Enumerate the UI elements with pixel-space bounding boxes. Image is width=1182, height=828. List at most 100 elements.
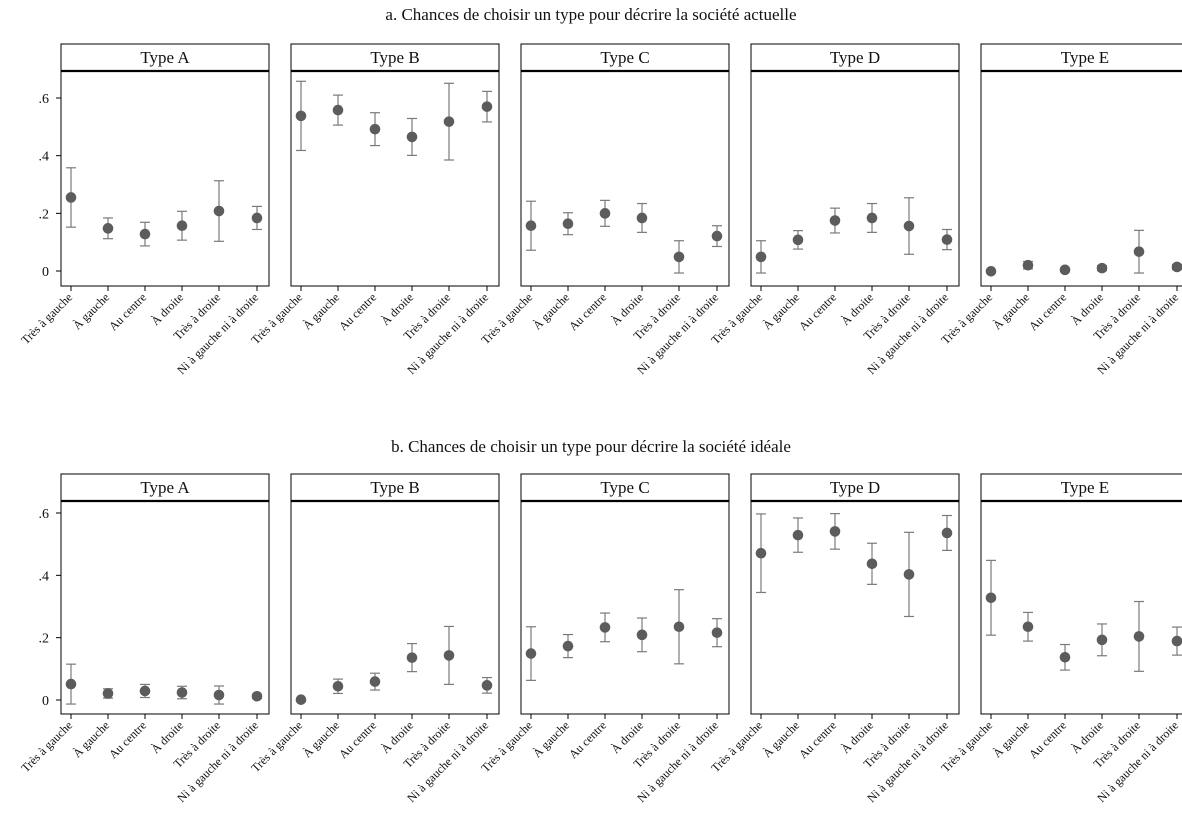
data-point	[562, 218, 574, 230]
x-tick-label: À gauche	[760, 718, 802, 760]
data-point	[1133, 246, 1145, 257]
data-point	[792, 234, 804, 246]
data-point	[295, 110, 307, 122]
data-point	[481, 680, 493, 691]
panel-frame	[980, 43, 1182, 287]
x-tick-label: À gauche	[990, 718, 1032, 760]
x-tick-label: Très à gauche	[18, 718, 75, 775]
data-point	[102, 223, 114, 234]
y-tick-label: 0	[42, 694, 49, 709]
data-point	[1171, 635, 1182, 647]
x-tick-label: Au centre	[796, 718, 839, 761]
panel-frame	[290, 473, 500, 715]
panel-frame	[980, 473, 1182, 715]
chart-row-b: b. Chances de choisir un type pour décri…	[18, 437, 1182, 805]
data-point	[176, 687, 188, 698]
panel-frame	[750, 43, 960, 287]
y-tick-label: .6	[39, 507, 50, 522]
x-tick-label: À gauche	[530, 290, 572, 332]
data-point	[1022, 621, 1034, 633]
panel-title: Type E	[1061, 478, 1109, 497]
y-tick-label: .4	[39, 150, 50, 165]
data-point	[213, 205, 225, 217]
data-point	[599, 208, 611, 219]
x-tick-label: Très à gauche	[18, 290, 75, 347]
panel-frame	[60, 43, 270, 287]
panel-frame	[520, 43, 730, 287]
data-point	[1096, 634, 1108, 646]
x-tick-label: À gauche	[990, 290, 1032, 332]
x-tick-label: Au centre	[796, 290, 839, 333]
data-point	[1022, 259, 1034, 271]
data-point	[599, 622, 611, 633]
x-tick-label: Au centre	[336, 290, 379, 333]
data-point	[985, 265, 997, 277]
row-title: a. Chances de choisir un type pour décri…	[385, 5, 796, 24]
data-point	[525, 648, 537, 659]
data-point	[829, 215, 841, 226]
data-point	[1171, 261, 1182, 273]
y-tick-label: .2	[39, 632, 50, 647]
y-tick-label: .6	[39, 92, 50, 107]
data-point	[176, 220, 188, 232]
data-point	[332, 104, 344, 116]
y-tick-label: .4	[39, 569, 50, 584]
data-point	[369, 123, 381, 135]
data-point	[673, 251, 685, 263]
data-point	[481, 101, 493, 112]
data-point	[295, 694, 307, 705]
data-point	[755, 547, 767, 559]
x-tick-label: À gauche	[300, 290, 342, 332]
data-point	[139, 685, 151, 697]
data-point	[1059, 264, 1071, 276]
x-tick-label: À gauche	[70, 290, 112, 332]
data-point	[636, 629, 648, 641]
data-point	[711, 230, 723, 242]
x-tick-label: Au centre	[566, 718, 609, 761]
panel-title: Type A	[140, 48, 190, 67]
panel-title: Type D	[830, 48, 880, 67]
data-point	[65, 678, 77, 690]
data-point	[443, 650, 455, 661]
data-point	[711, 627, 723, 638]
panel-title: Type C	[600, 48, 649, 67]
data-point	[866, 212, 878, 224]
x-tick-label: Au centre	[106, 718, 149, 761]
data-point	[562, 640, 574, 652]
data-point	[985, 592, 997, 604]
panel-title: Type E	[1061, 48, 1109, 67]
data-point	[829, 526, 841, 537]
panel-frame	[750, 473, 960, 715]
x-tick-label: À gauche	[760, 290, 802, 332]
data-point	[525, 220, 537, 232]
chart-row-a: a. Chances de choisir un type pour décri…	[18, 5, 1182, 377]
data-point	[251, 690, 263, 702]
data-point	[406, 131, 418, 143]
data-point	[65, 192, 77, 203]
panel-title: Type C	[600, 478, 649, 497]
x-tick-label: Au centre	[566, 290, 609, 333]
data-point	[792, 529, 804, 541]
panel-frame	[290, 43, 500, 287]
panel-title: Type B	[370, 48, 419, 67]
x-tick-label: Au centre	[1026, 718, 1069, 761]
x-tick-label: Au centre	[336, 718, 379, 761]
y-tick-label: .2	[39, 207, 50, 222]
data-point	[406, 652, 418, 663]
data-point	[139, 228, 151, 240]
data-point	[673, 621, 685, 633]
panel-frame	[520, 473, 730, 715]
x-tick-label: Au centre	[106, 290, 149, 333]
data-point	[636, 212, 648, 224]
data-point	[102, 688, 114, 699]
data-point	[903, 569, 915, 580]
y-tick-label: 0	[42, 265, 49, 280]
